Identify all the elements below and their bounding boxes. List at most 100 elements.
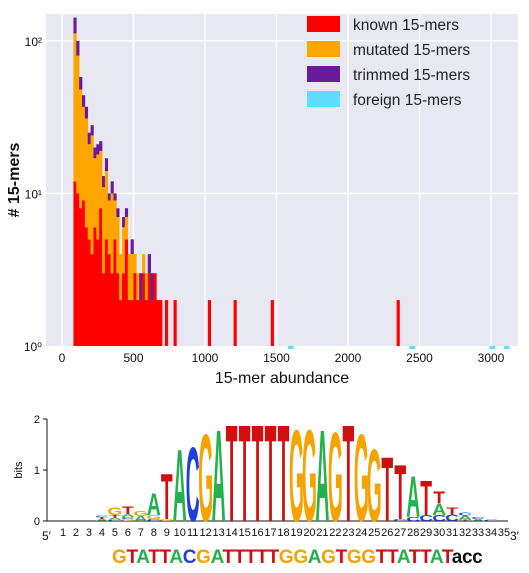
x-tick-labels: 0 500 1000 1500 2000 2500 3000 — [59, 351, 505, 365]
logo-letter-G: G — [198, 409, 213, 547]
histogram-panel: 0 500 1000 1500 2000 2500 3000 10⁰ 10¹ 10² 15-me… — [6, 14, 518, 387]
logo-letter-A: A — [108, 517, 122, 520]
x-tick-label: 0 — [59, 351, 66, 365]
logo-letter-A: A — [147, 488, 161, 522]
logo-letter-G: G — [133, 510, 148, 518]
logo-position-label: 7 — [138, 527, 144, 539]
bar-foreign — [287, 346, 294, 350]
bar-mutated — [87, 144, 91, 240]
legend-swatch — [307, 16, 340, 32]
logo-letter-G: G — [120, 519, 135, 522]
logo-position-label: 13 — [213, 527, 225, 539]
logo-letter-C: C — [445, 513, 459, 523]
bar-known — [133, 273, 137, 346]
bar-trimmed — [124, 208, 129, 218]
logo-letter-T: T — [161, 462, 173, 534]
consensus-sequence: GTATTACGATTTTTGGAGTGGTTATTATacc — [112, 547, 483, 569]
logo-letter-A: A — [406, 466, 420, 530]
logo-position-label: 10 — [174, 527, 186, 539]
bar-trimmed — [113, 193, 117, 201]
bar-known — [119, 300, 123, 346]
consensus-base: G — [293, 547, 308, 568]
logo-position-label: 16 — [251, 527, 263, 539]
logo-position-label: 27 — [394, 527, 406, 539]
logo-position-label: 2 — [73, 527, 79, 539]
logo-letter-G: G — [107, 506, 122, 518]
logo-letter-G: G — [367, 428, 382, 543]
logo-letter-A: A — [121, 513, 135, 518]
logo-letter-G: G — [302, 402, 317, 549]
consensus-base: A — [429, 547, 442, 568]
bar-trimmed — [107, 193, 111, 201]
bar-known — [150, 300, 154, 346]
logo-letter-C: C — [432, 514, 446, 523]
bar-known — [107, 254, 111, 346]
logo-position-label: 1 — [60, 527, 66, 539]
logo-position-label: 9 — [164, 527, 170, 539]
logo-axis: 0 1 2 — [34, 414, 508, 528]
bar-trimmed — [139, 273, 143, 301]
bar-mutated — [107, 200, 111, 255]
bar-known — [93, 227, 97, 346]
bar-known — [73, 181, 77, 346]
bar-known — [102, 273, 106, 346]
logo-letter-T: T — [122, 505, 134, 517]
logo-position-label: 29 — [420, 527, 432, 539]
logo-position-label: 35 — [498, 527, 510, 539]
consensus-base: T — [245, 547, 257, 568]
bar-known — [142, 273, 146, 346]
consensus-base: T — [256, 547, 268, 568]
bar-known — [233, 300, 237, 346]
bar-trimmed — [73, 17, 77, 34]
bar-mutated — [142, 254, 146, 274]
logo-position-label: 24 — [355, 527, 367, 539]
bar-known — [110, 273, 114, 346]
bar-mutated — [133, 254, 137, 274]
bar-trimmed — [122, 217, 126, 228]
bar-known — [144, 300, 149, 346]
logo-position-label: 32 — [459, 527, 471, 539]
bar-mutated — [93, 158, 97, 228]
logo-letter-G: G — [159, 519, 174, 522]
bar-mutated — [104, 171, 109, 240]
logo-position-label: 33 — [472, 527, 484, 539]
logo-letter-A: A — [173, 428, 187, 543]
logo-letter-A: A — [134, 515, 149, 523]
bar-trimmed — [79, 76, 83, 90]
bar-known — [90, 254, 94, 346]
x-tick-label: 1500 — [263, 351, 290, 365]
bar-foreign — [503, 346, 510, 350]
bar-mutated — [73, 33, 77, 182]
gridlines — [46, 14, 518, 346]
consensus-base: T — [126, 547, 137, 568]
logo-position-label: 6 — [125, 527, 131, 539]
logo-letter-T: T — [239, 396, 251, 550]
bar-trimmed — [87, 132, 91, 145]
consensus-base: A — [210, 547, 223, 568]
logo-letter-T: T — [278, 396, 290, 550]
logo-position-label: 4 — [99, 527, 105, 539]
bar-known — [113, 239, 117, 346]
y-axis-label: # 15-mers — [6, 143, 23, 218]
logo-letter-C: C — [419, 514, 433, 523]
logo-position-label: 26 — [381, 527, 393, 539]
logo-position-label: 17 — [264, 527, 276, 539]
logo-letter-C: C — [393, 519, 407, 522]
logo-letter-C: C — [121, 516, 135, 519]
logo-letter-C: C — [406, 516, 420, 522]
logo-position-label: 30 — [433, 527, 445, 539]
bar-trimmed — [90, 125, 94, 136]
bar-known — [207, 300, 212, 346]
consensus-tail: acc — [451, 547, 483, 568]
consensus-base: T — [386, 547, 397, 568]
x-axis-label: 15-mer abundance — [215, 370, 349, 387]
logo-letter-A: A — [471, 519, 485, 522]
consensus-base: G — [321, 547, 336, 568]
histogram-bars — [73, 17, 510, 350]
bar-mutated — [113, 200, 117, 240]
legend-label: mutated 15-mers — [353, 42, 470, 59]
consensus-base: C — [182, 547, 197, 568]
legend-label: known 15-mers — [353, 17, 459, 34]
bar-known — [147, 273, 151, 346]
